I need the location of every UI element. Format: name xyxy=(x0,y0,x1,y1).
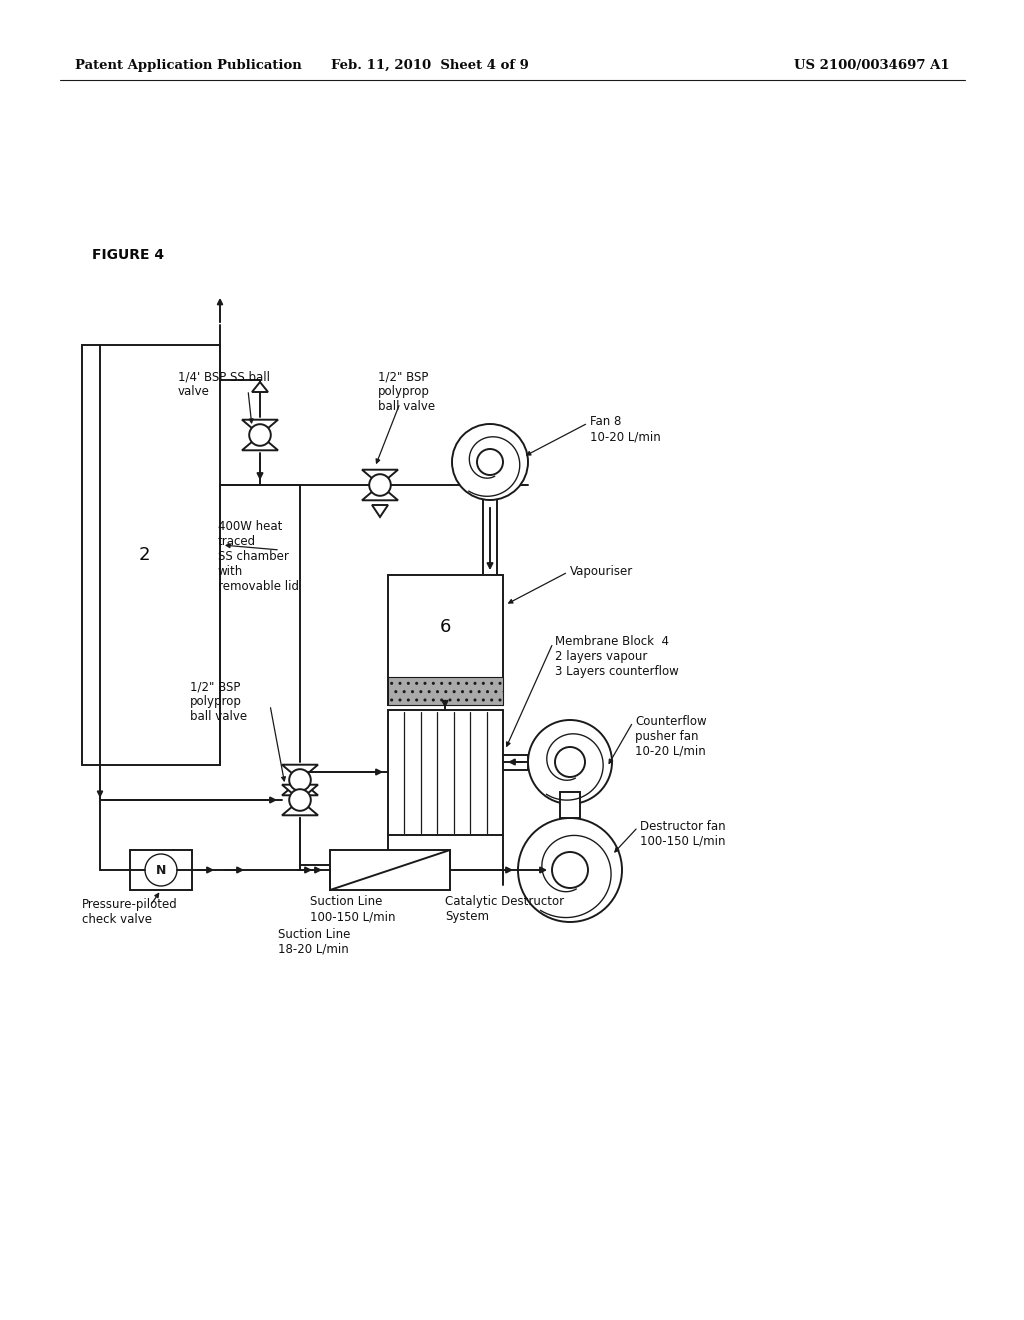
Circle shape xyxy=(555,747,585,777)
Text: 6: 6 xyxy=(440,618,452,636)
Bar xyxy=(388,576,503,705)
Bar xyxy=(130,850,193,890)
Text: N: N xyxy=(156,863,166,876)
Polygon shape xyxy=(282,764,318,780)
Bar xyxy=(82,345,220,766)
Circle shape xyxy=(249,424,270,446)
Polygon shape xyxy=(372,506,388,517)
Text: Catalytic Destructor
System: Catalytic Destructor System xyxy=(445,895,564,923)
Circle shape xyxy=(528,719,612,804)
Bar xyxy=(560,792,580,818)
Bar xyxy=(330,850,450,890)
Text: Pressure-piloted
check valve: Pressure-piloted check valve xyxy=(82,898,178,927)
Circle shape xyxy=(370,474,391,496)
Text: Patent Application Publication: Patent Application Publication xyxy=(75,58,302,71)
Polygon shape xyxy=(252,381,268,392)
Polygon shape xyxy=(242,436,278,450)
Text: 400W heat
traced
SS chamber
with
removable lid: 400W heat traced SS chamber with removab… xyxy=(218,520,299,593)
Text: Destructor fan
100-150 L/min: Destructor fan 100-150 L/min xyxy=(640,820,726,847)
Polygon shape xyxy=(362,484,398,500)
Text: 2: 2 xyxy=(138,546,150,564)
Text: Suction Line
100-150 L/min: Suction Line 100-150 L/min xyxy=(310,895,395,923)
Text: US 2100/0034697 A1: US 2100/0034697 A1 xyxy=(795,58,950,71)
Bar xyxy=(388,710,503,836)
Circle shape xyxy=(552,851,588,888)
Circle shape xyxy=(289,789,311,810)
Bar xyxy=(503,755,528,770)
Polygon shape xyxy=(282,784,318,800)
Polygon shape xyxy=(362,470,398,484)
Text: 1/2" BSP
polyprop
ball valve: 1/2" BSP polyprop ball valve xyxy=(190,680,247,723)
Text: 1/2" BSP
polyprop
ball valve: 1/2" BSP polyprop ball valve xyxy=(378,370,435,413)
Text: 1/4' BSP SS ball
valve: 1/4' BSP SS ball valve xyxy=(178,370,270,399)
Text: Vapouriser: Vapouriser xyxy=(570,565,633,578)
Bar xyxy=(388,677,503,705)
Polygon shape xyxy=(242,420,278,436)
Polygon shape xyxy=(282,800,318,816)
Circle shape xyxy=(289,770,311,791)
Circle shape xyxy=(518,818,622,921)
Polygon shape xyxy=(282,780,318,795)
Circle shape xyxy=(452,424,528,500)
Text: Membrane Block  4
2 layers vapour
3 Layers counterflow: Membrane Block 4 2 layers vapour 3 Layer… xyxy=(555,635,679,678)
Text: Suction Line
18-20 L/min: Suction Line 18-20 L/min xyxy=(278,928,350,956)
Text: FIGURE 4: FIGURE 4 xyxy=(92,248,164,261)
Text: Feb. 11, 2010  Sheet 4 of 9: Feb. 11, 2010 Sheet 4 of 9 xyxy=(331,58,529,71)
Circle shape xyxy=(145,854,177,886)
Text: Fan 8
10-20 L/min: Fan 8 10-20 L/min xyxy=(590,414,660,444)
Text: Counterflow
pusher fan
10-20 L/min: Counterflow pusher fan 10-20 L/min xyxy=(635,715,707,758)
Circle shape xyxy=(477,449,503,475)
